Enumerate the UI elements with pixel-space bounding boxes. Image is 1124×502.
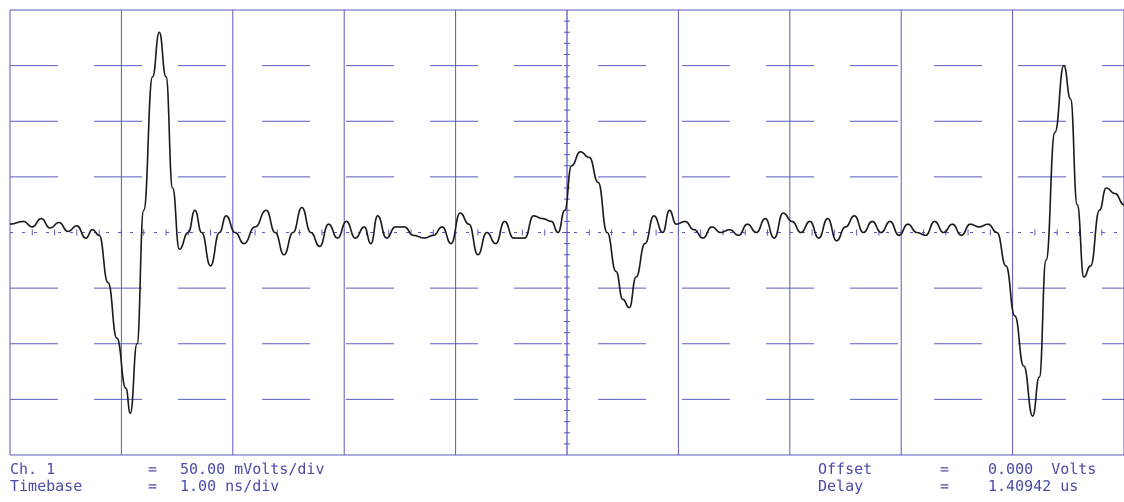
channel-label: Ch. 1 [10,460,56,478]
offset-value: 0.000 Volts [988,460,1097,478]
offset-label: Offset [818,460,873,478]
timebase-equals: = [148,477,158,495]
graticule [9,9,1124,456]
timebase-value: 1.00 ns/div [180,477,280,495]
timebase-label: Timebase [10,477,83,495]
channel-equals: = [148,460,158,478]
channel-scale-value: 50.00 mVolts/div [180,460,325,478]
delay-value: 1.40942 us [988,477,1079,495]
delay-label: Delay [818,477,864,495]
delay-equals: = [940,477,950,495]
waveform-trace [9,31,1124,417]
offset-equals: = [940,460,950,478]
